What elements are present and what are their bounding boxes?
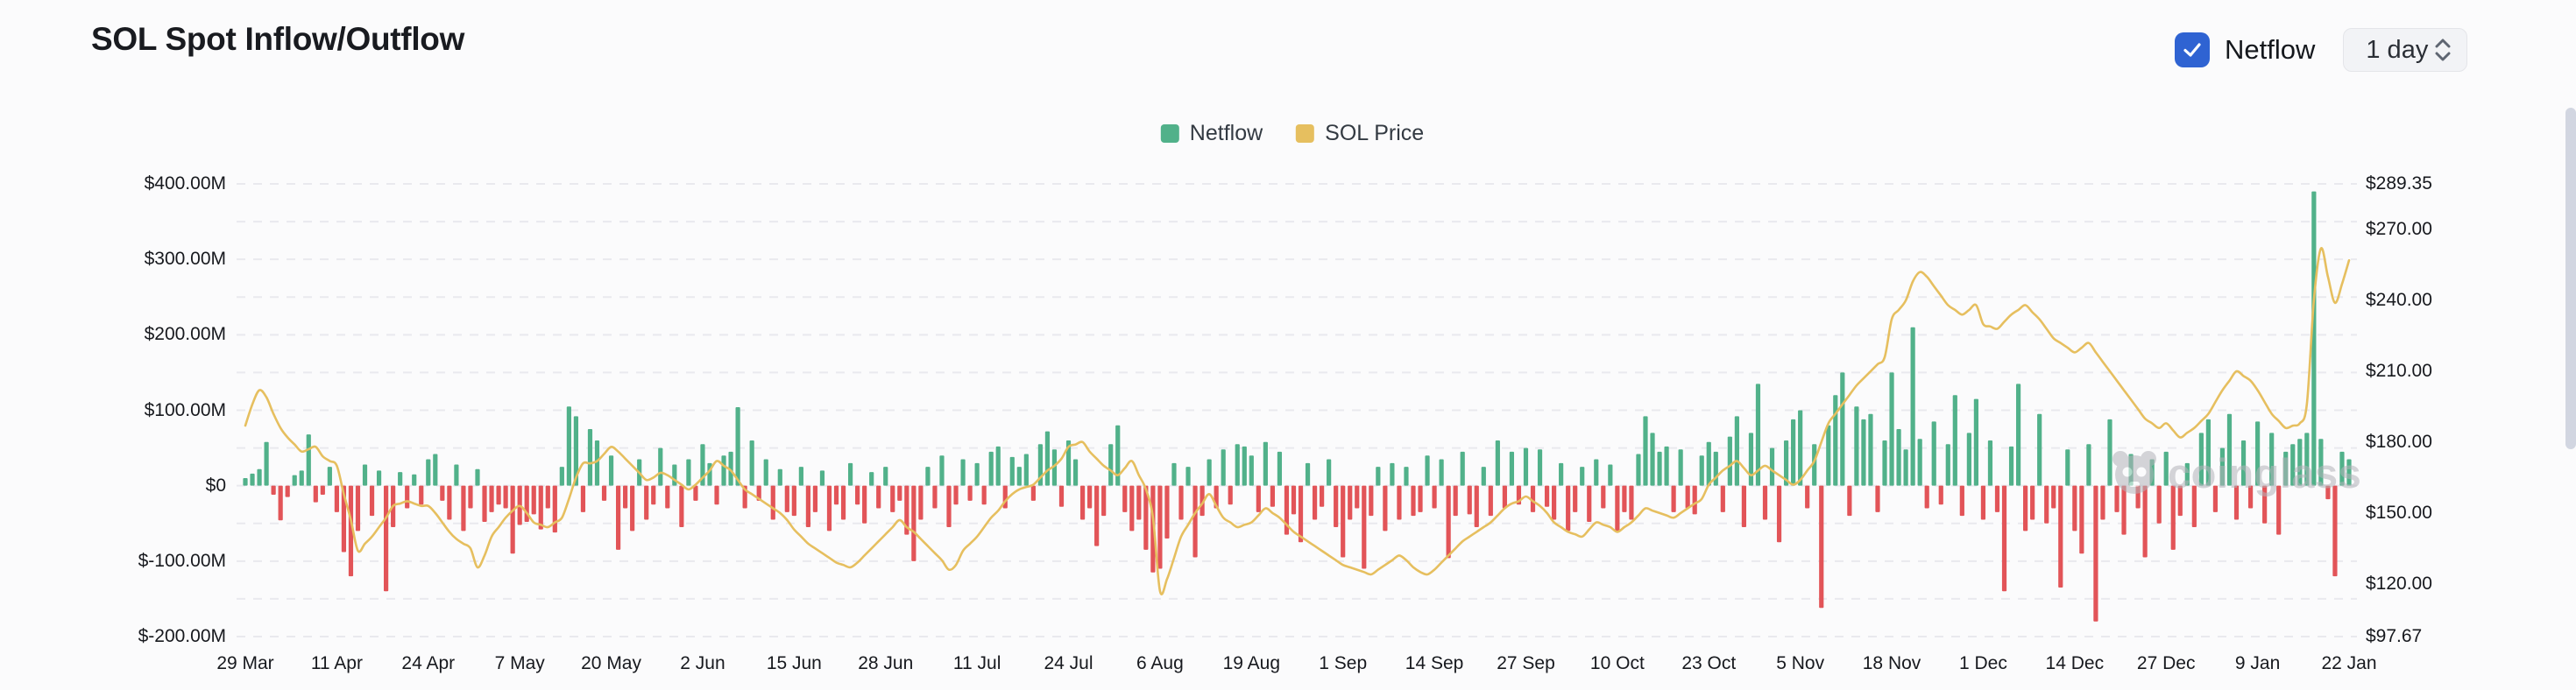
interval-select[interactable]: 1 day: [2343, 28, 2468, 72]
x-axis-tick: 2 Jun: [680, 653, 725, 673]
checkmark-icon: [2183, 43, 2201, 57]
x-axis-tick: 29 Mar: [216, 653, 274, 673]
sol-price-swatch: [1296, 124, 1315, 143]
right-axis-tick: $289.35: [2366, 173, 2432, 194]
right-axis-tick: $120.00: [2366, 573, 2432, 594]
right-axis-tick: $270.00: [2366, 219, 2432, 240]
header-controls: Netflow 1 day: [2175, 28, 2468, 72]
x-axis-tick: 19 Aug: [1222, 653, 1280, 673]
left-axis-tick: $300.00M: [144, 249, 226, 270]
x-axis-tick: 6 Aug: [1136, 653, 1184, 673]
interval-select-value: 1 day: [2366, 35, 2429, 64]
x-axis-tick: 28 Jun: [858, 653, 914, 673]
x-axis-tick: 14 Dec: [2045, 653, 2105, 673]
legend-item-netflow[interactable]: Netflow: [1160, 121, 1263, 146]
legend-label-sol-price: SOL Price: [1325, 121, 1425, 145]
left-axis-tick: $400.00M: [144, 173, 226, 194]
right-axis-tick: $180.00: [2366, 431, 2432, 452]
x-axis-tick: 11 Jul: [952, 653, 1001, 673]
scrollbar-thumb[interactable]: [2565, 108, 2576, 449]
right-axis-tick: $210.00: [2366, 361, 2432, 382]
x-axis-tick: 22 Jan: [2321, 653, 2377, 673]
chevron-updown-icon: [2435, 39, 2451, 61]
netflow-checkbox[interactable]: [2175, 32, 2210, 67]
x-axis-tick: 27 Sep: [1497, 653, 1555, 673]
x-axis-tick: 5 Nov: [1776, 653, 1825, 673]
left-axis-tick: $-200.00M: [138, 626, 226, 646]
netflow-swatch: [1160, 124, 1179, 143]
x-axis-tick: 1 Sep: [1319, 653, 1368, 673]
x-axis-tick: 7 May: [494, 653, 545, 673]
x-axis-tick: 27 Dec: [2136, 653, 2196, 673]
legend-label-netflow: Netflow: [1189, 121, 1263, 145]
x-axis-tick: 15 Jun: [766, 653, 822, 673]
x-axis-tick: 14 Sep: [1405, 653, 1464, 673]
x-axis-tick: 10 Oct: [1589, 653, 1645, 673]
x-axis-tick: 23 Oct: [1681, 653, 1737, 673]
x-axis-tick: 9 Jan: [2234, 653, 2281, 673]
legend-item-sol-price[interactable]: SOL Price: [1296, 121, 1424, 146]
x-axis-tick: 1 Dec: [1958, 653, 2007, 673]
right-axis-tick: $240.00: [2366, 290, 2432, 311]
left-axis-tick: $100.00M: [144, 399, 226, 420]
x-axis-tick: 24 Jul: [1044, 653, 1093, 673]
left-axis-tick: $200.00M: [144, 324, 226, 345]
right-axis-tick: $150.00: [2366, 502, 2432, 523]
left-axis-tick: $-100.00M: [138, 550, 226, 571]
chart-legend: Netflow SOL Price: [1160, 121, 1424, 146]
page-title: SOL Spot Inflow/Outflow: [91, 21, 465, 57]
x-axis-tick: 24 Apr: [401, 653, 456, 673]
right-axis-tick: $97.67: [2366, 626, 2423, 646]
x-axis-tick: 11 Apr: [310, 653, 363, 673]
x-axis-tick: 18 Nov: [1862, 653, 1921, 673]
netflow-checkbox-label: Netflow: [2225, 34, 2316, 65]
left-axis-tick: $0: [205, 475, 226, 496]
x-axis-tick: 20 May: [581, 653, 641, 673]
